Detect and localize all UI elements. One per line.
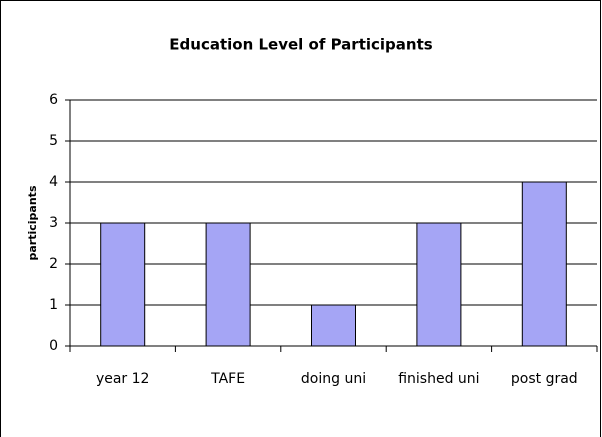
y-axis-label: participants [26, 185, 39, 260]
y-tick-label: 3 [49, 215, 58, 231]
bar [205, 222, 251, 347]
x-tick-label: finished uni [398, 371, 479, 387]
x-tick-label: year 12 [96, 371, 150, 387]
bar [100, 222, 146, 347]
y-tick-label: 0 [49, 338, 58, 354]
y-tick-label: 1 [49, 297, 58, 313]
y-tick-label: 2 [49, 256, 58, 272]
x-tick-label: TAFE [210, 371, 245, 387]
x-tick-label: doing uni [301, 371, 366, 387]
y-tick-label: 4 [49, 174, 58, 190]
bar [416, 222, 462, 347]
y-tick-label: 5 [49, 133, 58, 149]
bar [311, 304, 356, 347]
bar [521, 181, 567, 347]
chart-title: Education Level of Participants [169, 36, 432, 54]
y-tick-label: 6 [49, 92, 58, 108]
x-tick-label: post grad [511, 371, 578, 387]
